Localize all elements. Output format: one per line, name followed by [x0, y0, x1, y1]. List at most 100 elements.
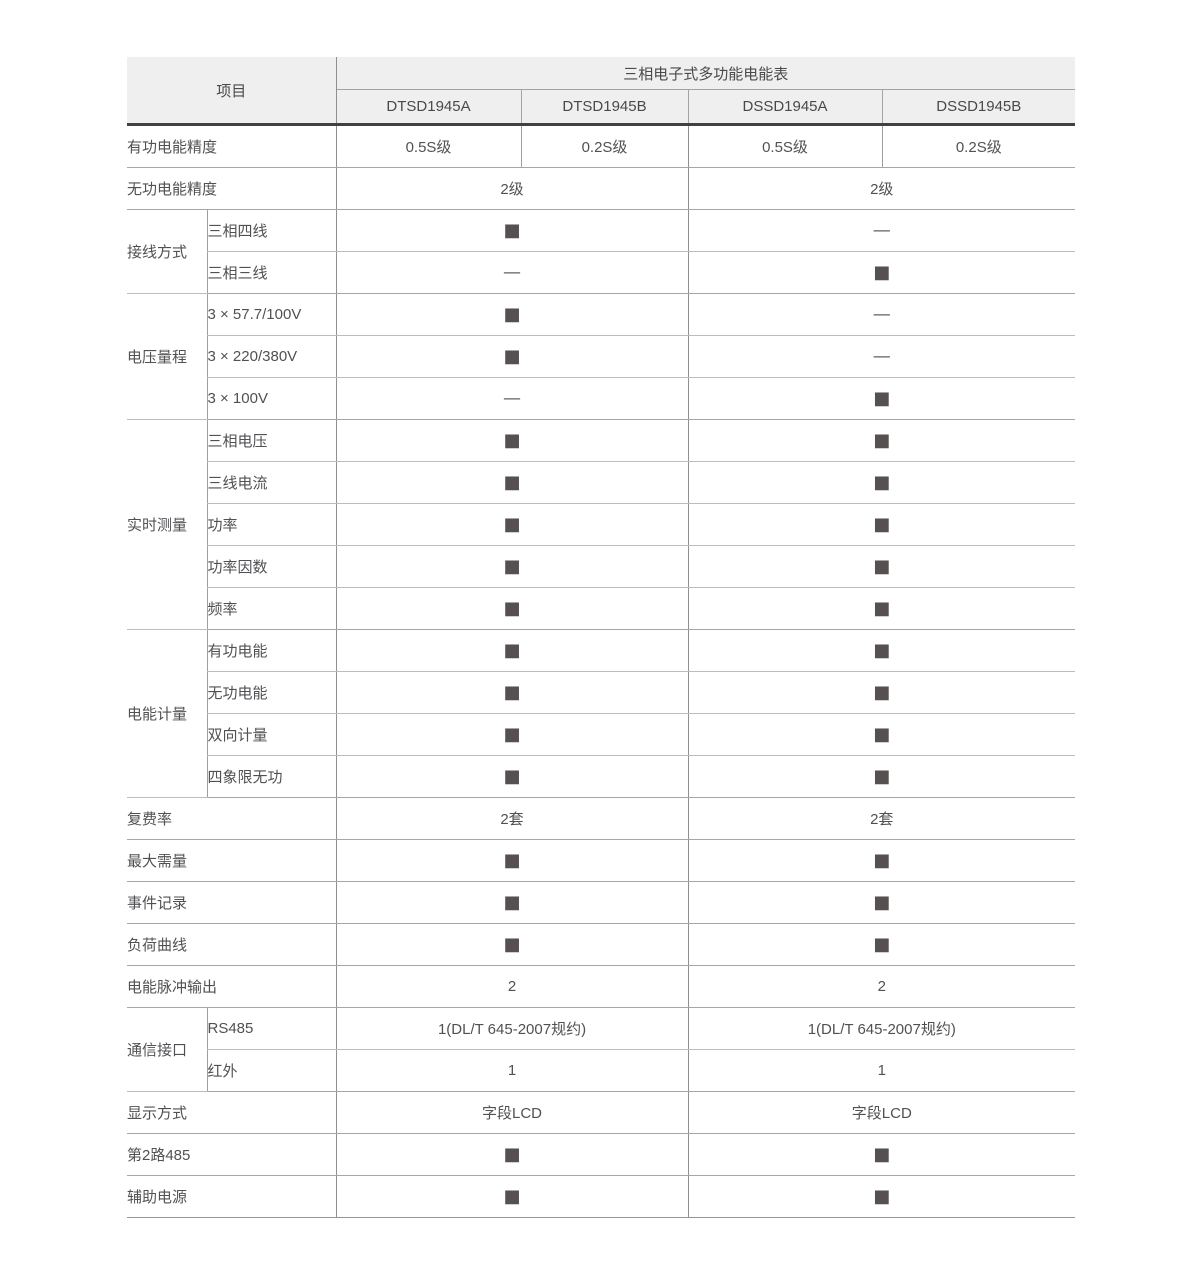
- value-cell: ■: [335, 923, 689, 966]
- check-icon: ■: [503, 219, 521, 241]
- dash-icon: —: [872, 303, 891, 325]
- row-label-display: 显示方式: [127, 1091, 337, 1134]
- check-icon: ■: [503, 681, 521, 703]
- value-cell: ■: [687, 839, 1076, 882]
- value-cell: 2级: [335, 167, 689, 210]
- value-cell: ■: [335, 293, 689, 336]
- value-cell: 2: [335, 965, 689, 1008]
- value-cell: ■: [335, 1133, 689, 1176]
- check-icon: ■: [873, 555, 891, 577]
- check-icon: ■: [503, 933, 521, 955]
- value-cell: 1: [335, 1049, 689, 1092]
- row-label-rt-pf: 功率因数: [206, 545, 337, 588]
- check-icon: ■: [503, 891, 521, 913]
- value-cell: ■: [335, 629, 689, 672]
- value-cell: ■: [687, 251, 1076, 294]
- row-label-wiring-4w: 三相四线: [206, 209, 337, 252]
- check-icon: ■: [873, 1143, 891, 1165]
- row-label-aux-power: 辅助电源: [127, 1175, 337, 1218]
- header-model-dssd1945b: DSSD1945B: [881, 89, 1076, 126]
- value-cell: ■: [687, 377, 1076, 420]
- row-label-event-record: 事件记录: [127, 881, 337, 924]
- dash-icon: —: [503, 261, 522, 283]
- value-cell: 0.5S级: [335, 124, 522, 168]
- value-cell: —: [335, 251, 689, 294]
- value-cell: ■: [335, 419, 689, 462]
- value-cell: 0.2S级: [881, 124, 1076, 168]
- check-icon: ■: [503, 471, 521, 493]
- row-label-pulse-output: 电能脉冲输出: [127, 965, 337, 1008]
- row-label-rt-freq: 频率: [206, 587, 337, 630]
- check-icon: ■: [873, 261, 891, 283]
- check-icon: ■: [503, 429, 521, 451]
- check-icon: ■: [503, 723, 521, 745]
- value-cell: ■: [335, 713, 689, 756]
- value-cell: ■: [335, 461, 689, 504]
- value-cell: ■: [687, 671, 1076, 714]
- value-cell: ■: [687, 545, 1076, 588]
- row-label-met-quadrant: 四象限无功: [206, 755, 337, 798]
- value-cell: ■: [687, 881, 1076, 924]
- spec-table: 项目 三相电子式多功能电能表 DTSD1945A DTSD1945B DSSD1…: [127, 57, 1076, 1218]
- row-label-met-bidir: 双向计量: [206, 713, 337, 756]
- check-icon: ■: [503, 765, 521, 787]
- value-cell: 2套: [335, 797, 689, 840]
- check-icon: ■: [873, 597, 891, 619]
- value-cell: ■: [335, 881, 689, 924]
- row-label-met-active: 有功电能: [206, 629, 337, 672]
- value-cell: 1: [687, 1049, 1076, 1092]
- group-label-comm: 通信接口: [127, 1007, 207, 1092]
- group-label-wiring: 接线方式: [127, 209, 207, 294]
- row-label-multi-rate: 复费率: [127, 797, 337, 840]
- row-label-voltage-100: 3 × 100V: [206, 377, 337, 420]
- row-label-voltage-220: 3 × 220/380V: [206, 335, 337, 378]
- check-icon: ■: [503, 1185, 521, 1207]
- value-cell: 0.2S级: [520, 124, 689, 168]
- value-cell: 1(DL/T 645-2007规约): [687, 1007, 1076, 1050]
- row-label-rt-current: 三线电流: [206, 461, 337, 504]
- value-cell: —: [335, 377, 689, 420]
- group-label-metering: 电能计量: [127, 629, 207, 798]
- value-cell: ■: [335, 503, 689, 546]
- value-cell: —: [687, 293, 1076, 336]
- check-icon: ■: [873, 513, 891, 535]
- value-cell: ■: [687, 713, 1076, 756]
- check-icon: ■: [503, 849, 521, 871]
- value-cell: ■: [335, 587, 689, 630]
- header-model-dssd1945a: DSSD1945A: [687, 89, 883, 126]
- check-icon: ■: [873, 723, 891, 745]
- check-icon: ■: [503, 1143, 521, 1165]
- check-icon: ■: [503, 597, 521, 619]
- value-cell: ■: [335, 755, 689, 798]
- value-cell: 1(DL/T 645-2007规约): [335, 1007, 689, 1050]
- value-cell: ■: [687, 755, 1076, 798]
- dash-icon: —: [872, 219, 891, 241]
- row-label-comm-rs485: RS485: [206, 1007, 337, 1050]
- header-item: 项目: [127, 57, 337, 126]
- check-icon: ■: [503, 513, 521, 535]
- row-label-met-reactive: 无功电能: [206, 671, 337, 714]
- value-cell: ■: [687, 419, 1076, 462]
- check-icon: ■: [873, 891, 891, 913]
- row-label-load-curve: 负荷曲线: [127, 923, 337, 966]
- value-cell: ■: [335, 335, 689, 378]
- value-cell: ■: [687, 1175, 1076, 1218]
- value-cell: —: [687, 335, 1076, 378]
- value-cell: 0.5S级: [687, 124, 883, 168]
- check-icon: ■: [873, 471, 891, 493]
- check-icon: ■: [873, 765, 891, 787]
- check-icon: ■: [503, 639, 521, 661]
- check-icon: ■: [873, 933, 891, 955]
- header-model-dtsd1945a: DTSD1945A: [336, 89, 522, 126]
- group-label-voltage-range: 电压量程: [127, 293, 207, 420]
- value-cell: 字段LCD: [335, 1091, 689, 1134]
- value-cell: ■: [687, 587, 1076, 630]
- check-icon: ■: [873, 429, 891, 451]
- row-label-active-accuracy: 有功电能精度: [127, 124, 337, 168]
- value-cell: ■: [687, 629, 1076, 672]
- row-label-max-demand: 最大需量: [127, 839, 337, 882]
- check-icon: ■: [503, 345, 521, 367]
- row-label-comm-infrared: 红外: [206, 1049, 337, 1092]
- row-label-voltage-57: 3 × 57.7/100V: [206, 293, 337, 336]
- check-icon: ■: [873, 387, 891, 409]
